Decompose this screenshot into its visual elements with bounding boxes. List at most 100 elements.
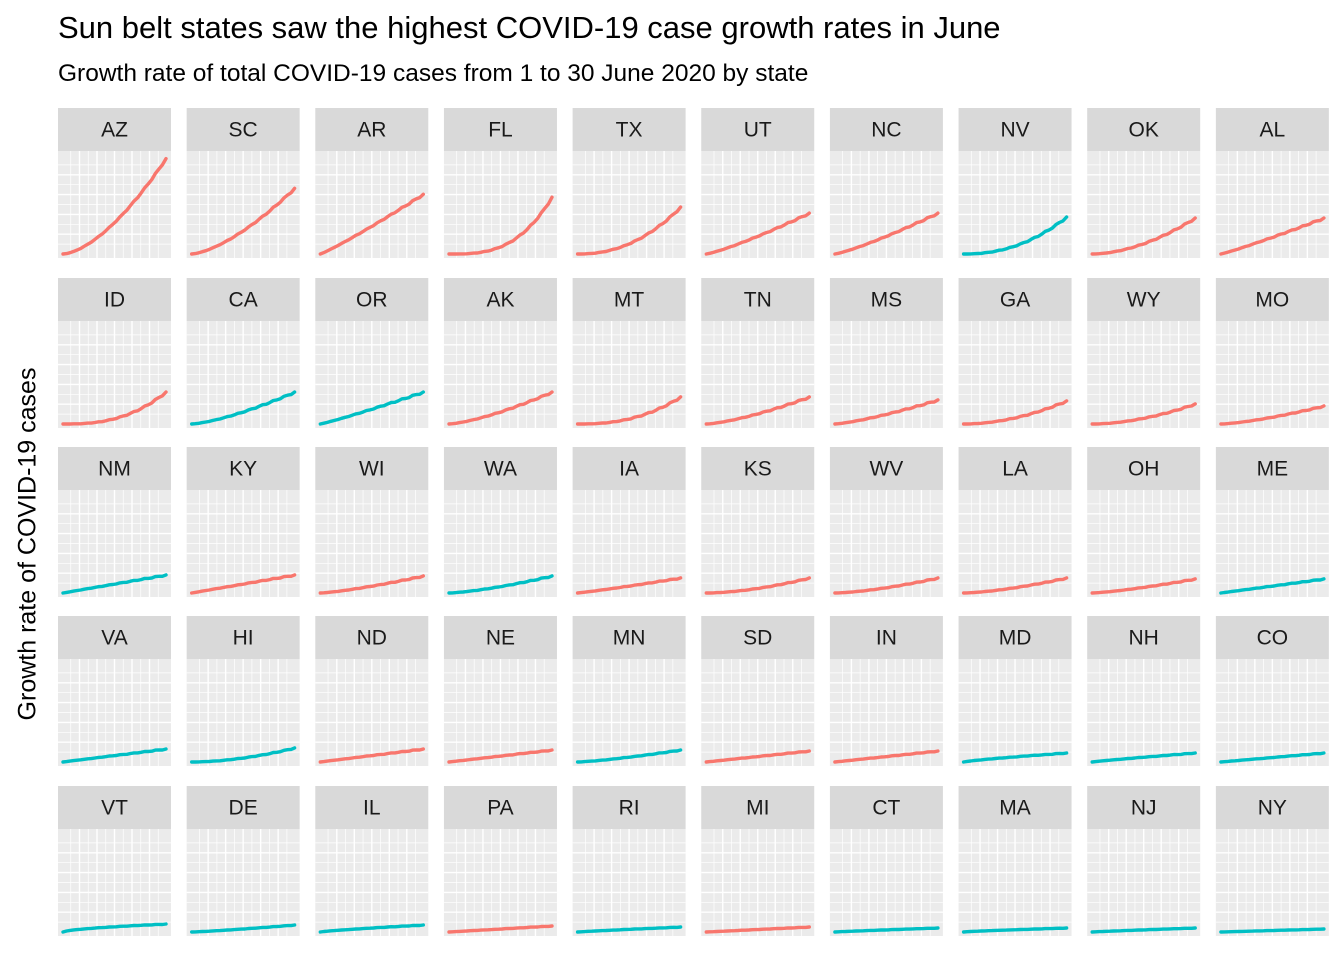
- facet-nc: NC: [829, 108, 943, 258]
- series-line-nd: [318, 747, 425, 764]
- facet-strip: [315, 616, 429, 659]
- facet-oh: OH: [1087, 447, 1201, 597]
- facet-label-ky: KY: [229, 458, 257, 481]
- chart-subtitle: Growth rate of total COVID-19 cases from…: [58, 60, 809, 87]
- facet-label-nj: NJ: [1131, 797, 1157, 820]
- facet-label-id: ID: [104, 289, 125, 312]
- series-line-ga: [961, 399, 1069, 426]
- facet-label-ms: MS: [871, 289, 903, 312]
- facet-label-al: AL: [1260, 119, 1286, 142]
- facet-label-nh: NH: [1129, 627, 1159, 650]
- facet-va: VA: [58, 616, 171, 766]
- facet-label-ri: RI: [619, 797, 640, 820]
- series-line-wy: [1090, 402, 1197, 426]
- facet-strip: [1087, 786, 1201, 829]
- facet-label-tx: TX: [616, 119, 643, 142]
- facet-fl: FL: [443, 108, 557, 258]
- facet-strip: [572, 278, 686, 321]
- facet-il: IL: [315, 786, 429, 936]
- facet-label-ct: CT: [872, 797, 900, 820]
- facet-strip: [572, 447, 686, 490]
- facet-sc: SC: [186, 108, 300, 258]
- facet-label-mt: MT: [614, 289, 644, 312]
- facet-label-wv: WV: [869, 458, 903, 481]
- series-line-pa: [447, 924, 554, 934]
- series-line-ny: [1219, 927, 1326, 934]
- facet-ms: MS: [829, 278, 943, 428]
- series-line-wv: [833, 576, 940, 595]
- facet-ak: AK: [443, 278, 557, 428]
- facet-strip: [701, 278, 815, 321]
- facet-strip: [829, 616, 943, 659]
- series-line-wa: [447, 574, 554, 595]
- facet-label-tn: TN: [744, 289, 772, 312]
- series-line-ky: [190, 573, 297, 595]
- series-line-tx: [575, 205, 683, 256]
- facet-label-ca: CA: [229, 289, 258, 312]
- facet-nj: NJ: [1087, 786, 1201, 936]
- series-line-sd: [704, 749, 811, 764]
- facet-strip: [186, 616, 300, 659]
- facet-mi: MI: [701, 786, 815, 936]
- series-line-nv: [961, 215, 1069, 256]
- facet-mn: MN: [572, 616, 686, 766]
- facet-strip: [572, 786, 686, 829]
- facet-strip: [315, 278, 429, 321]
- facet-wv: WV: [829, 447, 943, 597]
- series-line-oh: [1090, 577, 1197, 595]
- facet-strip: [443, 786, 557, 829]
- facet-wy: WY: [1087, 278, 1201, 428]
- facet-label-ks: KS: [744, 458, 772, 481]
- facet-strip: [58, 108, 171, 151]
- facet-strip: [829, 108, 943, 151]
- series-line-al: [1219, 216, 1326, 256]
- facet-nd: ND: [315, 616, 429, 766]
- facet-label-mn: MN: [613, 627, 646, 650]
- facet-label-or: OR: [356, 289, 388, 312]
- series-line-nh: [1090, 751, 1197, 764]
- facet-label-wy: WY: [1127, 289, 1161, 312]
- facet-label-az: AZ: [101, 119, 128, 142]
- facet-label-wa: WA: [484, 458, 517, 481]
- facet-az: AZ: [58, 108, 171, 258]
- facet-label-ok: OK: [1129, 119, 1159, 142]
- facet-label-mi: MI: [746, 797, 769, 820]
- series-line-de: [190, 923, 297, 934]
- facet-strip: [1087, 278, 1201, 321]
- facet-label-ne: NE: [486, 627, 515, 650]
- series-line-mi: [704, 925, 811, 934]
- facet-label-pa: PA: [487, 797, 513, 820]
- series-line-ar: [318, 192, 425, 256]
- facet-mo: MO: [1215, 278, 1329, 428]
- facet-strip: [186, 447, 300, 490]
- facet-pa: PA: [443, 786, 557, 936]
- facet-sd: SD: [701, 616, 815, 766]
- series-line-md: [961, 751, 1069, 764]
- facet-label-oh: OH: [1128, 458, 1160, 481]
- facet-strip: [443, 616, 557, 659]
- facet-strip: [572, 108, 686, 151]
- facet-strip: [572, 616, 686, 659]
- facet-nv: NV: [958, 108, 1072, 258]
- facet-strip: [315, 108, 429, 151]
- series-line-or: [318, 390, 425, 426]
- facet-label-vt: VT: [101, 797, 128, 820]
- facet-ne: NE: [443, 616, 557, 766]
- facet-hi: HI: [186, 616, 300, 766]
- series-line-wi: [318, 574, 425, 595]
- facet-md: MD: [958, 616, 1072, 766]
- facet-strip: [1215, 616, 1329, 659]
- facet-ri: RI: [572, 786, 686, 936]
- facet-strip: [829, 278, 943, 321]
- series-line-il: [318, 923, 425, 934]
- facet-label-me: ME: [1257, 458, 1289, 481]
- facet-label-sc: SC: [229, 119, 258, 142]
- facet-tn: TN: [701, 278, 815, 428]
- facet-label-hi: HI: [233, 627, 254, 650]
- series-line-ia: [575, 576, 683, 595]
- series-line-mt: [575, 395, 683, 426]
- series-line-nj: [1090, 926, 1197, 934]
- facet-al: AL: [1215, 108, 1329, 258]
- series-line-ct: [833, 926, 940, 934]
